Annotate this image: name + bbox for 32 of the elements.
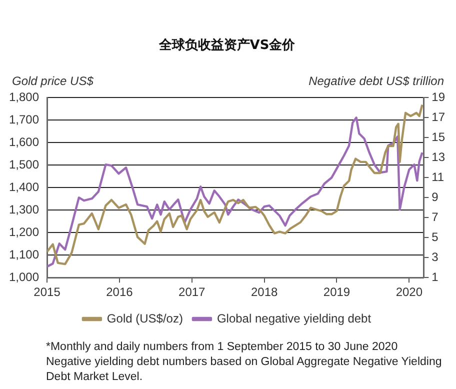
y-tick-label: 1,000 bbox=[9, 270, 40, 284]
y2-tick-label: 19 bbox=[432, 90, 446, 104]
y2-tick-label: 1 bbox=[432, 270, 439, 284]
chart-title: 全球负收益资产VS金价 bbox=[158, 37, 296, 54]
legend-label: Global negative yielding debt bbox=[216, 311, 372, 326]
y2-tick-label: 13 bbox=[432, 150, 446, 164]
y-tick-label: 1,200 bbox=[9, 224, 40, 239]
y-tick-label: 1,600 bbox=[9, 134, 40, 149]
x-tick-label: 2016 bbox=[106, 285, 134, 300]
x-tick-label: 2018 bbox=[250, 285, 278, 300]
legend-label: Gold (US$/oz) bbox=[106, 311, 183, 326]
y2-tick-label: 3 bbox=[432, 250, 439, 264]
y-axis-title: Gold price US$ bbox=[12, 74, 94, 88]
y-tick-label: 1,800 bbox=[9, 90, 40, 104]
y-tick-label: 1,700 bbox=[9, 112, 40, 126]
x-tick-label: 2017 bbox=[178, 285, 206, 300]
x-tick-label: 2020 bbox=[396, 285, 423, 300]
y2-tick-label: 15 bbox=[432, 130, 446, 144]
y2-axis-title: Negative debt US$ trillion bbox=[308, 74, 444, 88]
y2-tick-label: 5 bbox=[432, 230, 439, 244]
y2-tick-label: 7 bbox=[432, 210, 439, 224]
y-tick-label: 1,500 bbox=[9, 157, 40, 172]
y-tick-label: 1,400 bbox=[9, 180, 40, 194]
y-tick-label: 1,100 bbox=[9, 247, 40, 262]
y2-tick-label: 17 bbox=[432, 110, 446, 124]
y-tick-label: 1,300 bbox=[9, 202, 40, 216]
text: *Monthly and daily numbers from 1 September 2015 to 30 June 2020 bbox=[46, 340, 399, 355]
x-tick-label: 2019 bbox=[323, 285, 350, 300]
text: Negative yielding debt numbers based on Global Aggregate Negative Yielding Debt Market Level. bbox=[46, 355, 443, 385]
x-tick-label: 2015 bbox=[34, 285, 61, 300]
y2-tick-label: 9 bbox=[432, 190, 439, 204]
y2-tick-label: 11 bbox=[432, 170, 444, 184]
